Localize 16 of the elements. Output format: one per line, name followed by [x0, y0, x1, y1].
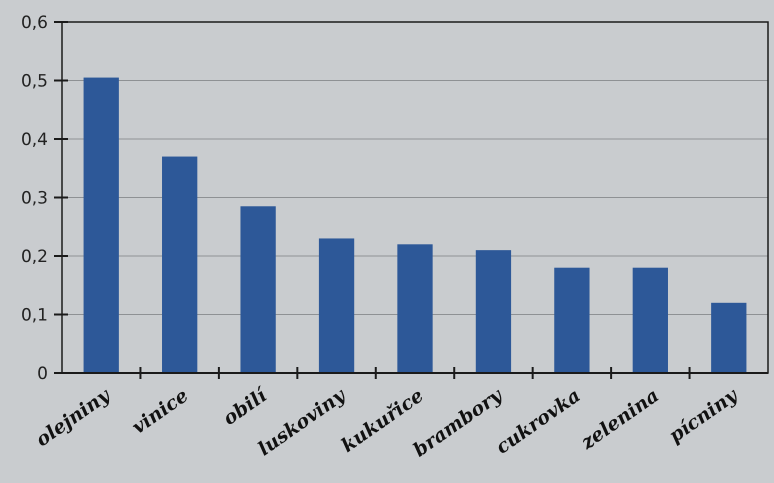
bar [632, 268, 668, 373]
y-tick-label: 0,1 [20, 305, 48, 326]
y-tick-label: 0,3 [20, 188, 48, 208]
bar [397, 244, 433, 373]
bar [240, 206, 276, 373]
bar [84, 78, 119, 373]
bar [554, 268, 590, 373]
y-tick-label: 0,6 [20, 12, 48, 33]
y-tick-label: 0,2 [20, 246, 48, 267]
y-tick-label: 0 [37, 364, 48, 384]
bar [711, 302, 746, 373]
y-tick-label: 0,5 [20, 71, 48, 92]
bar [162, 156, 198, 373]
y-tick-label: 0,4 [20, 130, 48, 150]
bar [318, 238, 354, 373]
bar [476, 250, 512, 373]
